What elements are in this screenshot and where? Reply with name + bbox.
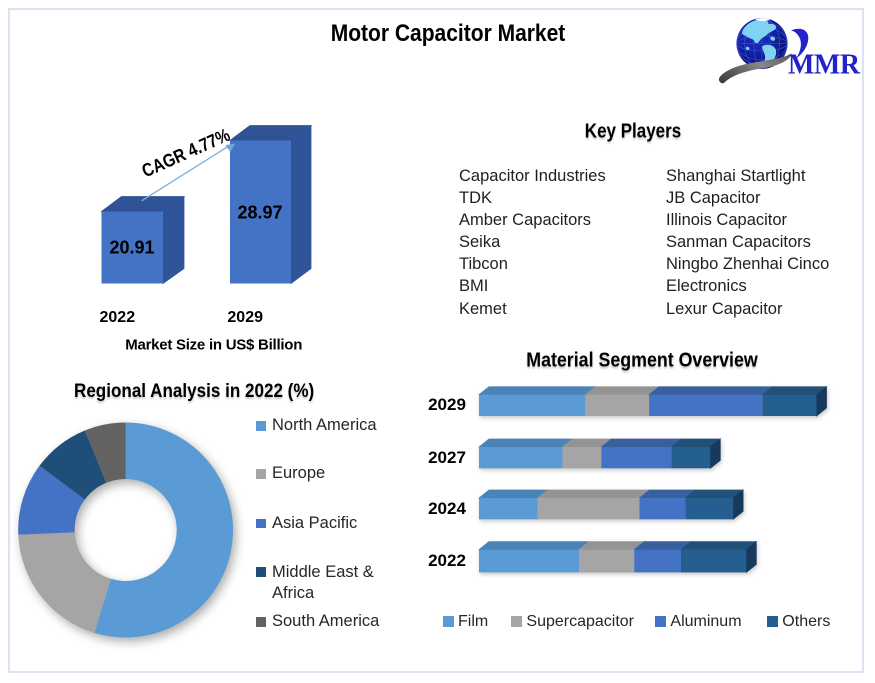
svg-text:MMR: MMR	[788, 50, 861, 81]
